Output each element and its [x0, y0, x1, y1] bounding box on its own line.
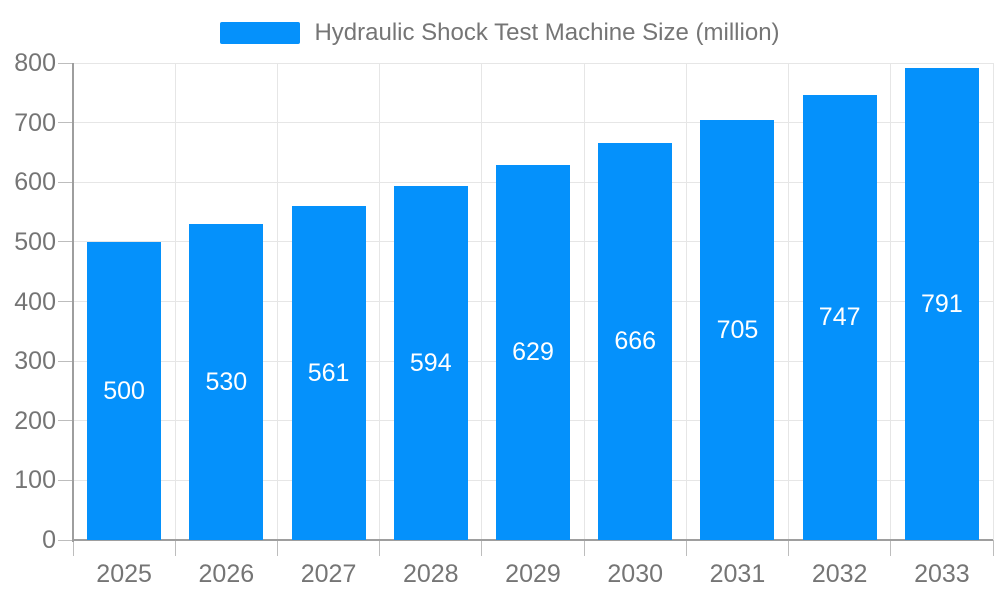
- bar-2032: [802, 94, 877, 540]
- y-axis-tick-800: [58, 62, 73, 64]
- x-axis-tick-2: [276, 540, 278, 556]
- x-gridline-6: [685, 63, 687, 540]
- x-axis-label-2029: 2029: [505, 560, 561, 588]
- y-axis-tick-0: [58, 539, 73, 541]
- bar-2030: [598, 142, 673, 540]
- x-gridline-7: [788, 63, 790, 540]
- y-axis-tick-400: [58, 301, 73, 302]
- y-gridline-700: [73, 122, 993, 124]
- x-gridline-9: [992, 63, 994, 540]
- y-axis-label-700: 700: [14, 108, 56, 137]
- y-axis-tick-600: [58, 181, 73, 183]
- x-axis-tick-4: [481, 540, 483, 556]
- y-axis-label-300: 300: [14, 347, 56, 376]
- bar-value-label-2031: 705: [716, 315, 759, 344]
- y-axis-label-600: 600: [14, 168, 56, 197]
- legend-label: Hydraulic Shock Test Machine Size (milli…: [314, 19, 780, 46]
- y-axis-label-100: 100: [14, 466, 56, 495]
- bar-value-label-2033: 791: [921, 290, 963, 319]
- x-axis-tick-7: [788, 540, 790, 556]
- x-axis-tick-6: [685, 540, 687, 556]
- y-axis-line: [72, 63, 74, 542]
- bar-value-label-2026: 530: [205, 367, 248, 396]
- x-axis-label-2030: 2030: [607, 560, 664, 588]
- bar-2029: [496, 164, 570, 540]
- x-gridline-8: [890, 63, 892, 540]
- y-axis-label-400: 400: [14, 287, 56, 316]
- y-axis-label-0: 0: [42, 526, 56, 554]
- x-axis-label-2028: 2028: [402, 560, 459, 588]
- chart-legend[interactable]: Hydraulic Shock Test Machine Size (milli…: [0, 18, 1000, 48]
- x-axis-label-2031: 2031: [709, 560, 766, 588]
- x-axis-tick-8: [890, 540, 892, 556]
- y-axis-tick-500: [58, 241, 73, 243]
- bar-value-label-2028: 594: [409, 348, 452, 377]
- x-gridline-2: [276, 63, 278, 540]
- x-gridline-3: [379, 63, 381, 540]
- y-gridline-800: [73, 62, 993, 64]
- y-axis-label-800: 800: [14, 49, 56, 77]
- bar-value-label-2030: 666: [614, 327, 657, 356]
- bar-value-label-2025: 500: [103, 376, 145, 405]
- bar-2031: [700, 119, 775, 540]
- y-axis-tick-200: [58, 420, 73, 422]
- y-axis-label-200: 200: [14, 406, 56, 435]
- x-axis-tick-5: [583, 540, 585, 556]
- y-axis-tick-100: [58, 479, 73, 481]
- x-axis-label-2027: 2027: [300, 560, 357, 588]
- x-axis-label-2033: 2033: [914, 560, 970, 588]
- bar-2026: [189, 223, 264, 540]
- x-axis-tick-3: [379, 540, 381, 556]
- x-gridline-5: [583, 63, 585, 540]
- y-axis-label-500: 500: [14, 227, 56, 256]
- bar-2027: [291, 205, 366, 540]
- legend-swatch-icon: [220, 22, 301, 44]
- x-axis-line: [73, 539, 993, 541]
- bar-2033: [904, 68, 979, 540]
- x-axis-tick-0: [72, 540, 74, 556]
- x-axis-tick-1: [174, 540, 176, 556]
- bar-2025: [87, 241, 162, 540]
- x-axis-label-2025: 2025: [96, 560, 152, 588]
- x-axis-tick-9: [992, 540, 994, 556]
- x-gridline-4: [481, 63, 483, 540]
- y-axis-tick-700: [58, 122, 73, 124]
- bar-value-label-2029: 629: [512, 338, 554, 367]
- bar-2028: [393, 185, 468, 540]
- x-axis-label-2032: 2032: [811, 560, 868, 588]
- bar-value-label-2027: 561: [307, 358, 350, 387]
- x-axis-label-2026: 2026: [198, 560, 255, 588]
- y-axis-tick-300: [58, 360, 73, 362]
- x-gridline-1: [174, 63, 176, 540]
- bar-value-label-2032: 747: [818, 303, 861, 332]
